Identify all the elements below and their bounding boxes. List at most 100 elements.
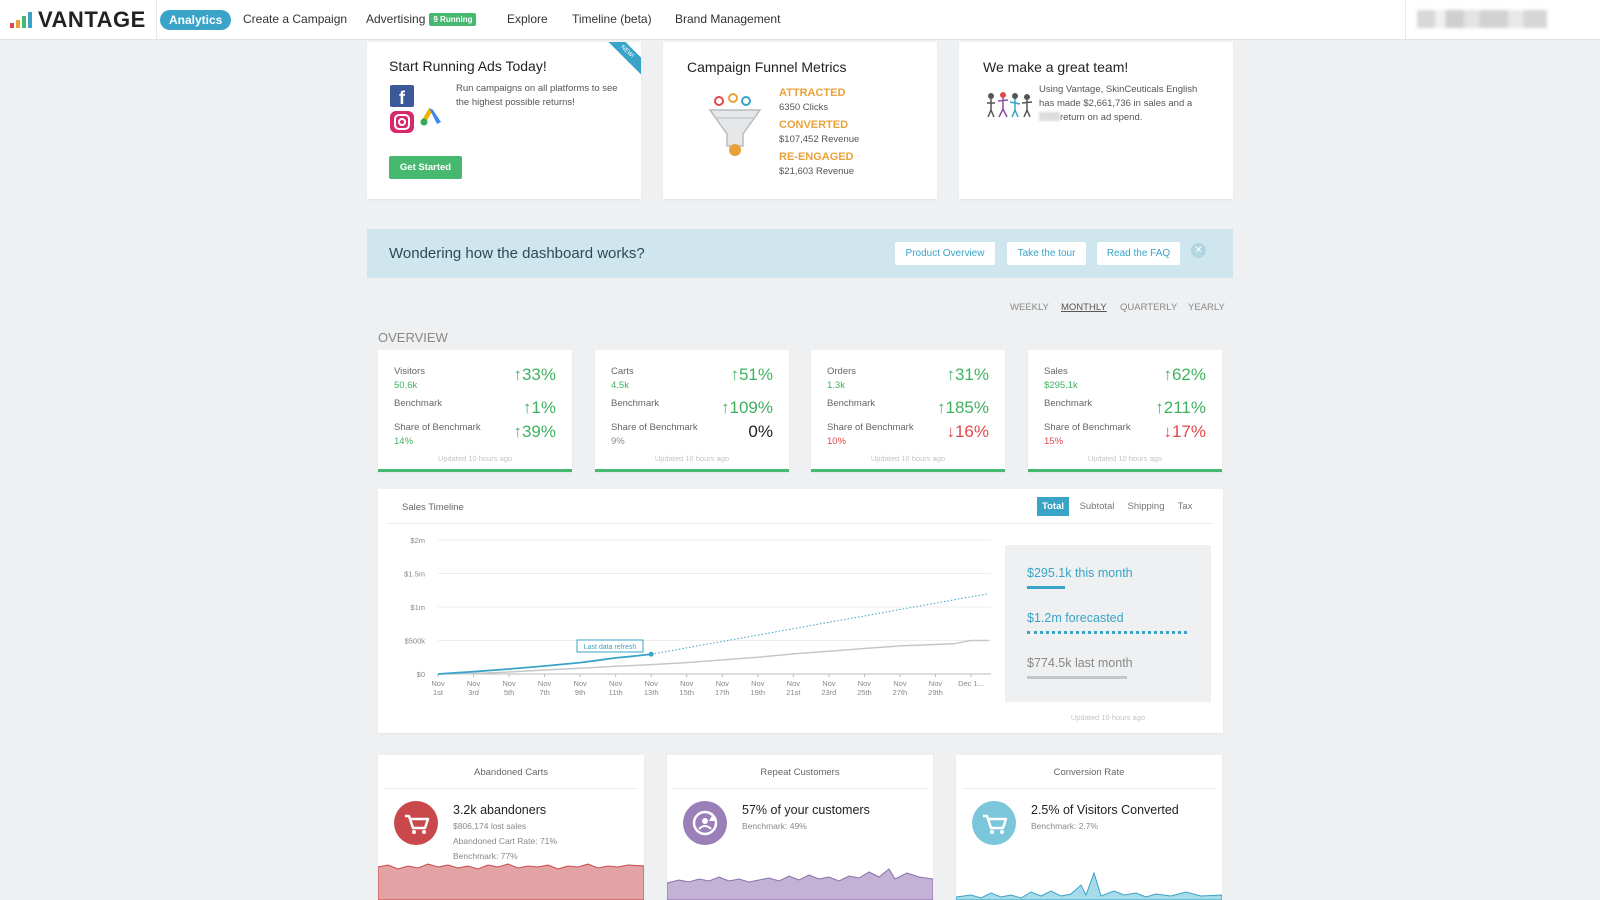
x-tick-label: Nov xyxy=(467,679,481,688)
overview-heading: OVERVIEW xyxy=(378,330,448,345)
tab-shipping[interactable]: Shipping xyxy=(1127,501,1165,512)
nav-advertising[interactable]: Advertising 9 Running xyxy=(366,12,477,26)
repeat-headline: 57% of your customers xyxy=(742,803,870,817)
arrow-up-icon: ↑ xyxy=(730,365,739,384)
x-tick-label: 27th xyxy=(893,688,908,697)
forecast-value: $1.2m forecasted xyxy=(1027,611,1124,625)
stat-share-label: Share of Benchmark xyxy=(394,422,481,433)
sales-timeline-card: Sales Timeline Total Subtotal Shipping T… xyxy=(378,489,1223,733)
stat-benchmark-label: Benchmark xyxy=(394,398,443,409)
nav-create-campaign[interactable]: Create a Campaign xyxy=(243,12,348,26)
stat-change: ↑62% xyxy=(1163,365,1206,385)
repeat-customers-card[interactable]: Repeat Customers 57% of your customers B… xyxy=(667,755,933,900)
x-tick-label: Nov xyxy=(431,679,445,688)
period-weekly[interactable]: WEEKLY xyxy=(1010,302,1049,313)
y-tick-label: $500k xyxy=(405,637,426,646)
stat-share-change-value: 39% xyxy=(521,422,556,441)
close-icon[interactable]: ✕ xyxy=(1191,243,1206,258)
start-ads-card: NEW! Start Running Ads Today! f Run camp… xyxy=(367,42,641,199)
funnel-converted-value: $107,452 Revenue xyxy=(779,134,860,145)
conversion-benchmark: Benchmark: 2.7% xyxy=(1031,821,1099,831)
last-refresh-point[interactable] xyxy=(648,651,654,657)
funnel-reengaged-label: RE-ENGAGED xyxy=(779,151,854,163)
stat-card-visitors[interactable]: Visitors 50.6k ↑33% Benchmark ↑1% Share … xyxy=(378,350,572,472)
team-text: Using Vantage, SkinCeuticals English has… xyxy=(1039,83,1219,125)
nav-explore[interactable]: Explore xyxy=(507,12,548,26)
forecast-line xyxy=(651,593,989,655)
last-refresh-label: Last data refresh xyxy=(584,644,637,651)
stat-share-label: Share of Benchmark xyxy=(1044,422,1131,433)
stat-label: Visitors xyxy=(394,366,425,377)
conversion-rate-title: Conversion Rate xyxy=(1053,767,1125,778)
period-yearly[interactable]: YEARLY xyxy=(1188,302,1225,313)
team-text-line1: Using Vantage, SkinCeuticals English xyxy=(1039,84,1198,95)
x-tick-label: 1st xyxy=(433,688,444,697)
tab-subtotal[interactable]: Subtotal xyxy=(1079,501,1115,512)
stat-value: 50.6k xyxy=(394,380,418,391)
x-tick-label: Nov xyxy=(893,679,907,688)
stat-label: Sales xyxy=(1044,366,1068,377)
tab-tax[interactable]: Tax xyxy=(1177,501,1193,512)
conversion-rate-card[interactable]: Conversion Rate 2.5% of Visitors Convert… xyxy=(956,755,1222,900)
stat-share-change-value: 16% xyxy=(954,422,989,441)
timeline-separator xyxy=(388,523,1213,524)
stat-value: 1.3k xyxy=(827,380,845,391)
arrow-down-icon: ↓ xyxy=(1163,422,1172,441)
period-quarterly[interactable]: QUARTERLY xyxy=(1120,302,1178,313)
period-monthly[interactable]: MONTHLY xyxy=(1061,302,1107,313)
funnel-metrics-card: Campaign Funnel Metrics ATTRACTED 6350 C… xyxy=(663,42,937,199)
y-tick-label: $1m xyxy=(410,603,425,612)
y-tick-label: $1.5m xyxy=(404,570,425,579)
x-axis-ticks: Nov1stNov3rdNov5thNov7thNov9thNov11thNov… xyxy=(431,674,984,697)
take-tour-button[interactable]: Take the tour xyxy=(1007,242,1086,265)
x-tick-label: 11th xyxy=(609,688,623,697)
arrow-down-icon: ↓ xyxy=(946,422,955,441)
abandoned-benchmark: Benchmark: 77% xyxy=(453,851,518,861)
stat-benchmark-change: ↑1% xyxy=(523,398,556,418)
x-tick-label: 25th xyxy=(857,688,872,697)
stat-benchmark-change: ↑109% xyxy=(721,398,773,418)
user-account-menu[interactable] xyxy=(1417,10,1547,28)
stat-change-value: 62% xyxy=(1171,365,1206,384)
timeline-updated: Updated 10 hours ago xyxy=(1070,713,1146,722)
nav-analytics[interactable]: Analytics xyxy=(160,10,232,30)
abandoned-headline: 3.2k abandoners xyxy=(453,803,547,817)
tab-total[interactable]: Total xyxy=(1037,497,1069,516)
last-refresh-tooltip: Last data refresh xyxy=(576,639,644,653)
x-tick-label: Nov xyxy=(502,679,516,688)
x-tick-label: Nov xyxy=(822,679,836,688)
forecast-swatch xyxy=(1027,631,1187,634)
stat-label: Carts xyxy=(611,366,634,377)
read-faq-button[interactable]: Read the FAQ xyxy=(1097,242,1180,265)
product-overview-button[interactable]: Product Overview xyxy=(895,242,995,265)
this-month-value: $295.1k this month xyxy=(1027,566,1133,580)
stat-value: $295.1k xyxy=(1044,380,1078,391)
stat-card-carts[interactable]: Carts 4.5k ↑51% Benchmark ↑109% Share of… xyxy=(595,350,789,472)
arrow-up-icon: ↑ xyxy=(522,398,532,417)
funnel-attracted-value: 6350 Clicks xyxy=(779,102,829,113)
nav-timeline[interactable]: Timeline (beta) xyxy=(572,12,652,26)
x-tick-label: 21st xyxy=(786,688,801,697)
arrow-up-icon: ↑ xyxy=(513,422,522,441)
stat-benchmark-value: 185% xyxy=(945,398,989,417)
arrow-up-icon: ↑ xyxy=(721,398,730,417)
stat-benchmark-change: ↑185% xyxy=(937,398,989,418)
stat-card-orders[interactable]: Orders 1.3k ↑31% Benchmark ↑185% Share o… xyxy=(811,350,1005,472)
stat-share-value: 15% xyxy=(1044,436,1064,447)
stat-benchmark-value: 109% xyxy=(729,398,773,417)
x-tick-label: Nov xyxy=(538,679,552,688)
logo[interactable]: VANTAGE xyxy=(10,6,146,34)
redacted-value xyxy=(1039,112,1060,121)
svg-text:f: f xyxy=(399,88,406,108)
x-tick-label: 19th xyxy=(750,688,765,697)
sales-timeline-chart: $2m$1.5m$1m$500k$0 Nov1stNov3rdNov5thNov… xyxy=(404,536,991,697)
get-started-button[interactable]: Get Started xyxy=(389,156,462,179)
x-tick-label: 9th xyxy=(575,688,585,697)
stat-share-value: 9% xyxy=(611,436,625,447)
stat-card-sales[interactable]: Sales $295.1k ↑62% Benchmark ↑211% Share… xyxy=(1028,350,1222,472)
nav-brand-management[interactable]: Brand Management xyxy=(675,12,781,26)
stat-value: 4.5k xyxy=(611,380,629,391)
abandoned-carts-card[interactable]: Abandoned Carts 3.2k abandoners $806,174… xyxy=(378,755,644,900)
x-tick-label: 5th xyxy=(504,688,514,697)
y-grid: $2m $1.5m $1m $500k $0 xyxy=(404,536,991,679)
